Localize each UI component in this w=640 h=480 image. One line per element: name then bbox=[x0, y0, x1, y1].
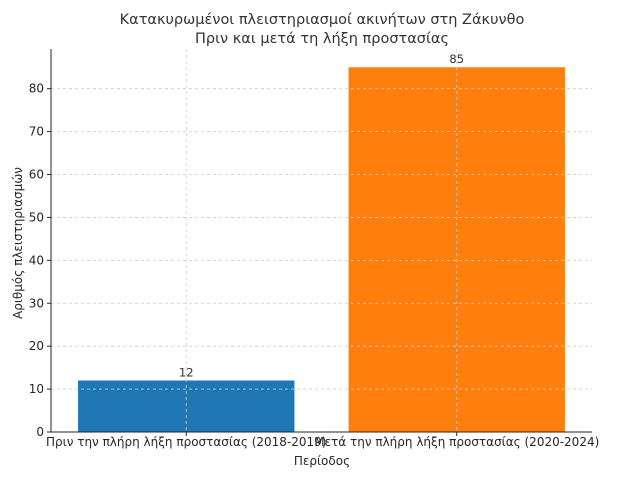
x-tick-label-2: Μετά την πλήρη λήξη προστασίας (2020-202… bbox=[314, 435, 599, 449]
y-tick-label-3: 20 bbox=[29, 339, 44, 353]
data-label-2: 85 bbox=[449, 52, 464, 66]
bars-layer bbox=[78, 67, 565, 432]
y-tick-label-4: 30 bbox=[29, 296, 44, 310]
y-tick-label-1: 0 bbox=[36, 425, 44, 439]
x-tick-label-1: Πριν την πλήρη λήξη προστασίας (2018-201… bbox=[46, 435, 326, 449]
y-tick-label-5: 40 bbox=[29, 253, 44, 267]
y-tick-label-7: 60 bbox=[29, 168, 44, 182]
grid-layer bbox=[51, 49, 592, 433]
bar-1 bbox=[78, 380, 295, 432]
y-tick-label-2: 10 bbox=[29, 382, 44, 396]
y-axis-label: Αριθμός πλειστηριασμών bbox=[11, 167, 25, 319]
x-axis-label: Περίοδος bbox=[294, 454, 350, 468]
data-label-1: 12 bbox=[179, 366, 194, 380]
y-tick-label-8: 70 bbox=[29, 125, 44, 139]
y-tick-label-6: 50 bbox=[29, 210, 44, 224]
axes-layer bbox=[50, 49, 592, 433]
chart-subtitle: Πριν και μετά τη λήξη προστασίας bbox=[195, 31, 449, 47]
chart-title: Κατακυρωμένοι πλειστηριασμοί ακινήτων στ… bbox=[120, 12, 525, 28]
data-labels-layer: 12 85 bbox=[179, 52, 464, 379]
y-tick-label-9: 80 bbox=[29, 82, 44, 96]
ticks-layer: 0 10 20 30 40 50 60 70 80 Πριν την πλήρη λήξη προ… bbox=[29, 82, 600, 449]
